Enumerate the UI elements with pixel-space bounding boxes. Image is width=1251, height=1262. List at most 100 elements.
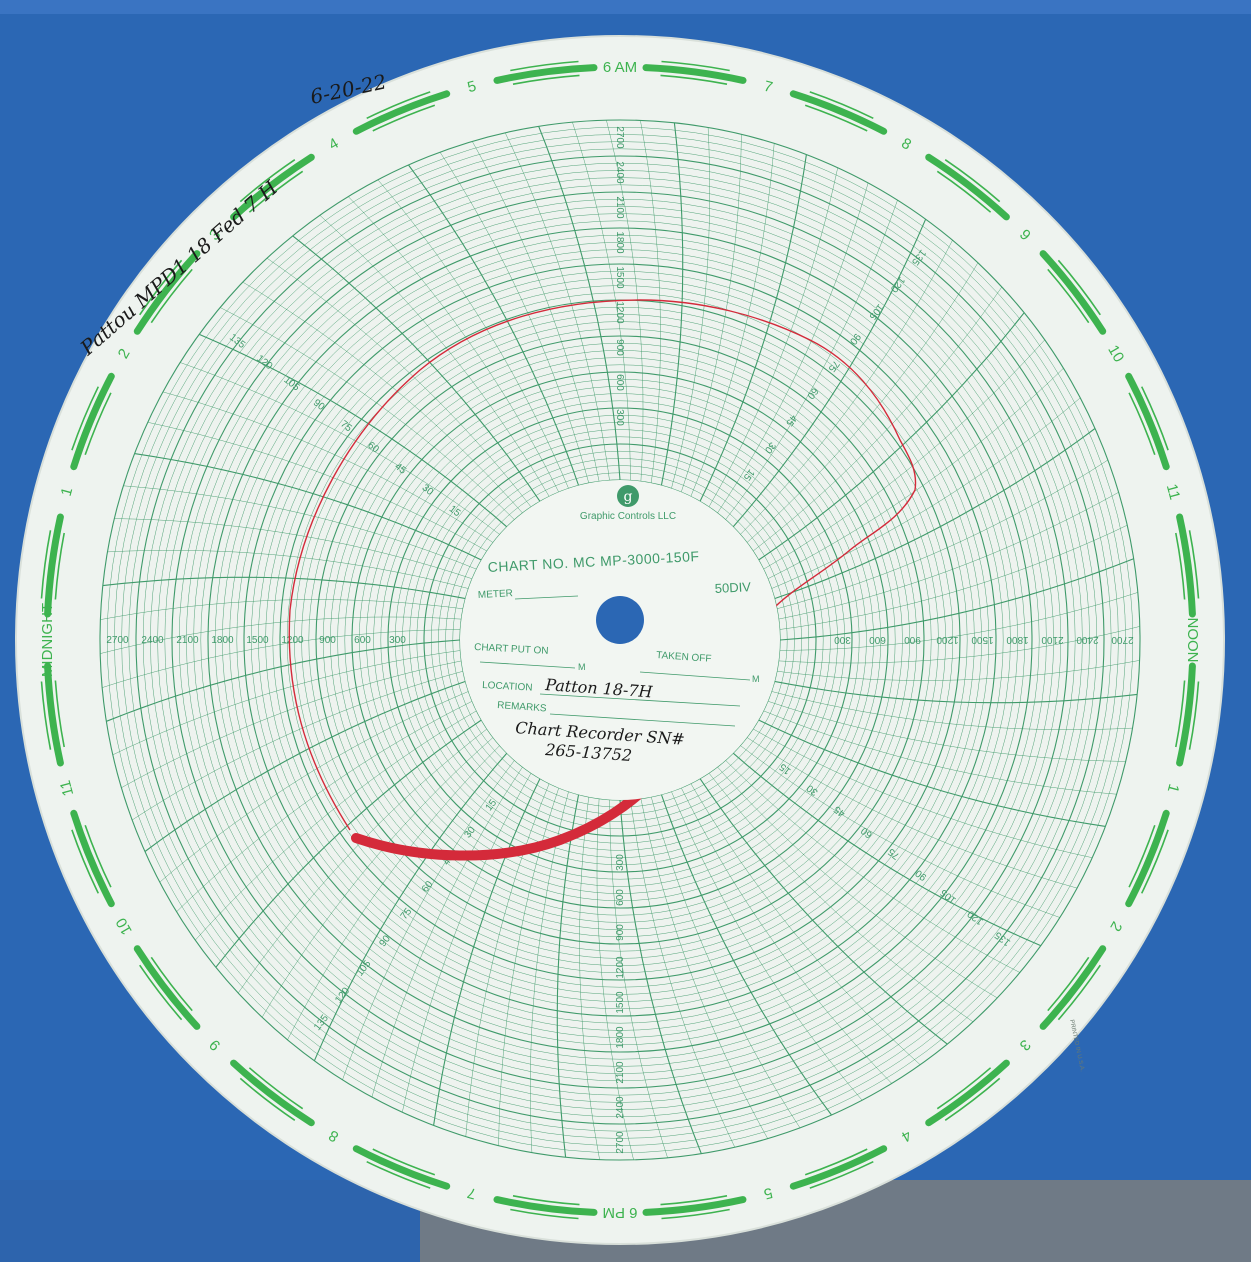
hour-band-segment — [1125, 809, 1170, 908]
grid-time-arc — [779, 558, 1134, 641]
hour-band-rule — [84, 392, 112, 456]
grid-time-arc — [176, 700, 473, 912]
hour-label: 10 — [1104, 342, 1127, 365]
grid-time-arc — [763, 710, 1117, 795]
hour-band-rule — [1175, 532, 1186, 600]
hour-band-rule — [510, 1208, 579, 1220]
grid-ring — [200, 220, 1040, 1060]
brand-name: Graphic Controls LLC — [580, 511, 676, 522]
meter-label: METER — [478, 588, 514, 601]
hour-band-segment — [493, 64, 598, 84]
grid-ring — [387, 407, 853, 873]
grid-time-arc — [342, 760, 515, 1080]
grid-time-arc — [640, 798, 768, 1139]
hour-band-segment — [230, 153, 315, 221]
grid-ring — [366, 386, 874, 894]
grid-ring — [286, 306, 954, 974]
grid-time-arc — [433, 778, 541, 1126]
grid-ring — [416, 436, 824, 844]
hour-band-rule — [366, 1160, 431, 1189]
grid-time-arc — [650, 796, 801, 1129]
grid-time-arc — [671, 791, 863, 1101]
grid-time-arc — [776, 660, 1140, 681]
grid-time-arc — [630, 799, 736, 1148]
folder-edge — [0, 1180, 420, 1262]
grid-ring — [222, 242, 1018, 1038]
outer-scale-label: 2700 — [614, 126, 625, 149]
grid-time-arc — [771, 397, 1081, 589]
grid-time-arc — [313, 752, 508, 1061]
taken-off-m: M — [752, 674, 760, 684]
hour-band-segment — [642, 64, 747, 84]
hour-band-rule — [1128, 824, 1156, 888]
grid-time-arc — [465, 783, 550, 1137]
hour-band-rule — [40, 681, 52, 750]
outer-scale-label: 300 — [834, 634, 851, 645]
hour-band-segment — [1176, 513, 1196, 618]
grid-time-arc — [121, 660, 462, 788]
grid-time-arc — [114, 518, 473, 580]
grid-time-arc — [690, 143, 775, 497]
grid-time-arc — [609, 799, 668, 1158]
grid-time-arc — [732, 219, 927, 528]
grid-ring — [265, 285, 975, 995]
hour-label: 6 PM — [602, 1204, 637, 1221]
outer-scale-label: 300 — [389, 635, 406, 646]
grid-time-arc — [779, 592, 1138, 651]
hour-band-rule — [84, 824, 112, 888]
grid-ring — [272, 292, 968, 988]
grid-time-arc — [725, 760, 1020, 973]
hour-band-rule — [248, 1067, 304, 1110]
hour-band-segment — [1176, 662, 1196, 767]
put-on-m: M — [578, 662, 586, 672]
hour-band-rule — [1047, 268, 1090, 324]
hour-band-rule — [239, 159, 296, 203]
grid-ring — [178, 198, 1062, 1082]
grid-time-arc — [102, 576, 466, 600]
grid-time-arc — [348, 196, 560, 493]
grid-time-arc — [439, 151, 590, 484]
hour-band-segment — [70, 809, 115, 908]
hour-band-segment — [493, 1196, 598, 1216]
hour-band-segment — [44, 662, 64, 767]
grid-time-arc — [680, 787, 892, 1084]
hour-band-rule — [1175, 680, 1186, 748]
brand-logo-glyph: g — [624, 489, 633, 505]
grid-ring — [121, 141, 1119, 1139]
hour-band-segment — [925, 1059, 1010, 1127]
outer-scale-label: 1500 — [614, 266, 625, 289]
hour-band-rule — [71, 829, 100, 894]
grid-ring — [351, 371, 889, 909]
grid-time-arc — [159, 691, 469, 883]
grid-time-arc — [740, 745, 1060, 918]
hour-band-rule — [71, 386, 100, 451]
grid-time-arc — [131, 670, 464, 821]
chart-put-on-label: CHART PUT ON — [474, 642, 549, 657]
taken-off-label: TAKEN OFF — [656, 650, 712, 665]
hour-label: 6 AM — [603, 59, 637, 76]
grid-time-arc — [758, 312, 1025, 561]
outer-scale-label: 900 — [904, 634, 921, 645]
grid-ring — [164, 184, 1076, 1096]
outer-scale-label: 1500 — [246, 635, 269, 646]
hour-band-rule — [248, 170, 304, 213]
grid-ring — [430, 450, 810, 830]
outer-scale-label: 1800 — [211, 635, 234, 646]
grid-ring — [402, 422, 838, 858]
thin-pen-trace — [288, 299, 917, 831]
grid-time-arc — [619, 799, 702, 1154]
folder-top-strip — [0, 0, 1251, 14]
grid-time-arc — [162, 391, 494, 543]
grid-time-arc — [238, 728, 488, 994]
hour-band-segment — [1039, 250, 1107, 335]
grid-time-arc — [671, 127, 710, 489]
grid-ring — [315, 335, 925, 945]
hour-band-rule — [239, 1077, 296, 1121]
outer-scale-label: 1800 — [615, 1026, 626, 1049]
grid-ring — [423, 443, 817, 837]
hour-band-rule — [1188, 530, 1200, 599]
hour-band-segment — [789, 1145, 888, 1190]
grid-ring — [128, 148, 1112, 1132]
grid-time-arc — [319, 215, 550, 497]
hour-band-rule — [1128, 392, 1156, 456]
